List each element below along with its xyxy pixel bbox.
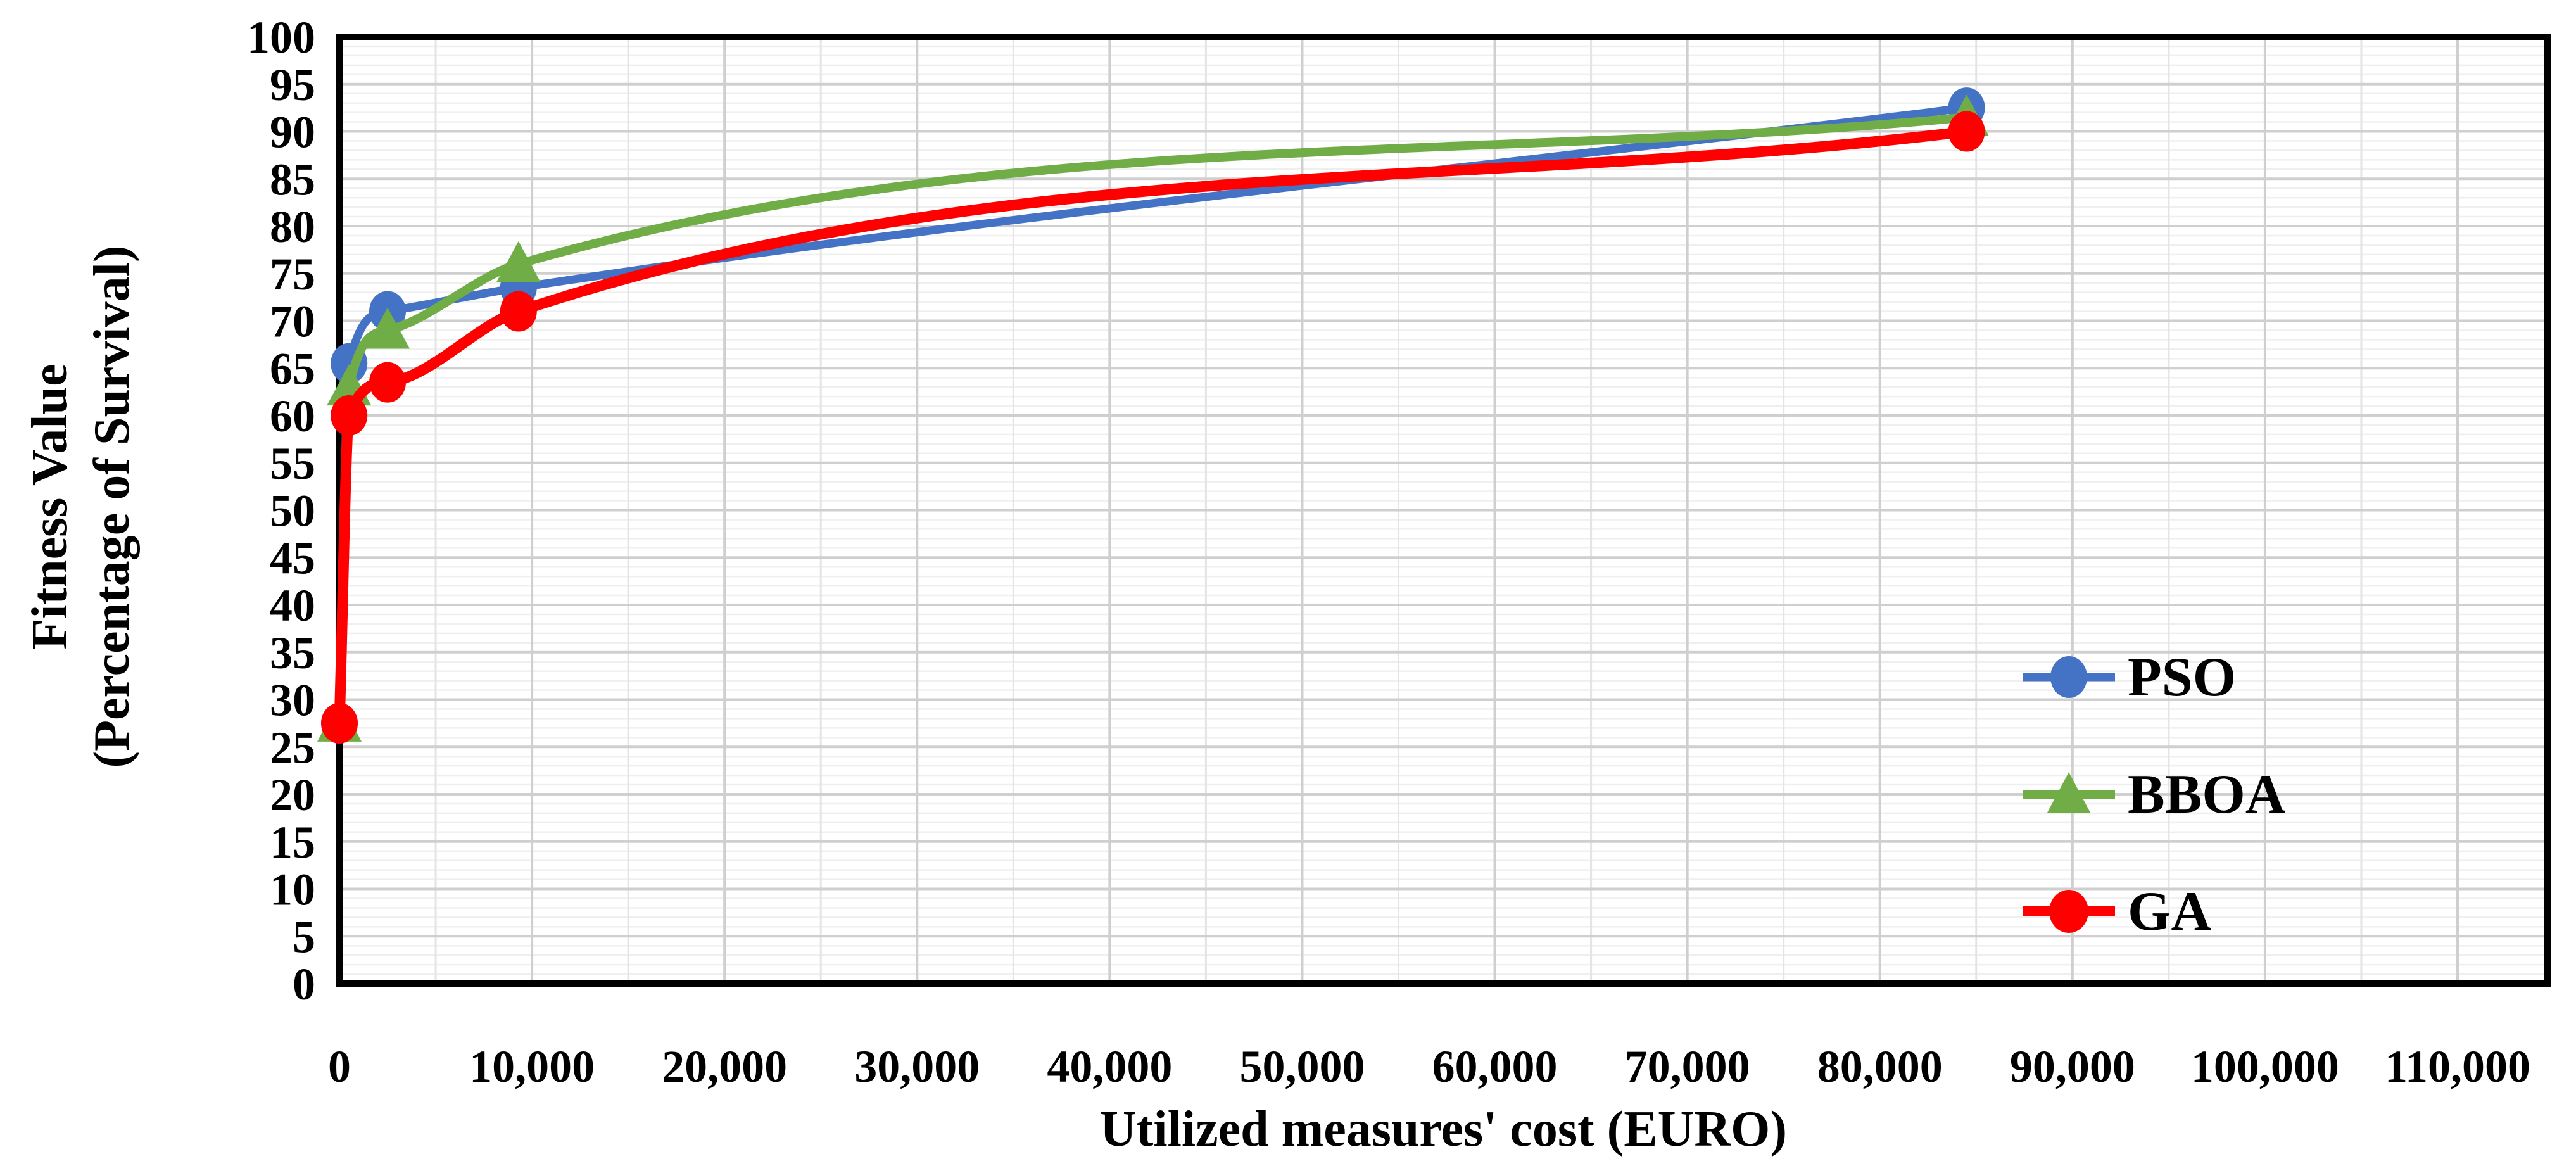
pso-legend-marker-icon [2050,656,2087,698]
legend-item-bboa: BBOA [2021,756,2285,833]
legend-item-pso: PSO [2021,638,2285,716]
ga-data-marker-icon [369,362,407,403]
y-tick-label: 5 [293,911,315,962]
x-axis-tick-labels: 0 10,000 20,000 30,000 40,000 50,000 60,000 70,… [328,1041,2530,1092]
x-tick-label: 60,000 [1432,1041,1558,1092]
ga-data-marker-icon [321,702,358,744]
y-axis-title: Fitness Value (Percentage of Survival) [19,246,143,768]
x-tick-label: 50,000 [1239,1041,1365,1092]
x-tick-label: 70,000 [1625,1041,1750,1092]
y-tick-label: 15 [270,817,315,868]
x-tick-label: 20,000 [662,1041,787,1092]
legend: PSO BBOA GA [2021,638,2285,950]
y-tick-label: 80 [270,201,315,252]
x-tick-label: 40,000 [1047,1041,1172,1092]
bboa-data-marker-icon [496,241,541,282]
x-tick-label: 30,000 [854,1041,980,1092]
y-tick-label: 50 [270,486,315,536]
y-axis-title-line2: (Percentage of Survival) [84,245,140,768]
bboa-line-triangle-swatch-icon [2023,772,2115,813]
y-tick-label: 65 [270,343,315,394]
y-tick-label: 95 [270,60,315,110]
bboa-legend-marker-icon [2047,772,2090,813]
ga-data-marker-icon [500,291,537,332]
x-tick-label: 0 [328,1041,351,1092]
y-tick-label: 45 [270,533,315,583]
y-axis-tick-labels: 0510152025303540455055606570758085909510… [247,12,315,1010]
pso-line-circle-swatch-icon [2023,656,2115,698]
y-tick-label: 85 [270,154,315,205]
y-tick-label: 90 [270,107,315,158]
legend-label-bboa: BBOA [2128,763,2286,825]
ga-series-line [334,126,1973,729]
series-layer [317,87,1989,744]
y-tick-label: 75 [270,249,315,300]
x-tick-label: 80,000 [1817,1041,1943,1092]
ga-data-marker-icon [331,395,368,436]
y-tick-label: 25 [270,722,315,773]
y-tick-label: 30 [270,675,315,726]
y-tick-label: 60 [270,391,315,441]
y-tick-label: 35 [270,628,315,678]
legend-label-pso: PSO [2128,646,2237,708]
x-axis-title: Utilized measures' cost (EURO) [1100,1101,1787,1157]
y-tick-label: 70 [270,296,315,347]
legend-label-ga: GA [2128,880,2211,942]
plot-border [336,34,2551,987]
bboa-series-line [335,113,1971,728]
y-tick-label: 10 [270,865,315,915]
y-tick-label: 20 [270,770,315,820]
bboa-data-marker-icon [365,307,410,349]
ga-line-circle-swatch-icon [2023,890,2115,933]
y-tick-label: 40 [270,580,315,631]
legend-item-ga: GA [2021,873,2285,950]
x-tick-label: 10,000 [469,1041,595,1092]
x-tick-label: 90,000 [2010,1041,2135,1092]
x-tick-label: 100,000 [2191,1041,2339,1092]
y-tick-label: 100 [247,12,315,63]
y-tick-label: 0 [293,959,315,1010]
ga-data-marker-icon [1948,111,1985,152]
x-tick-label: 110,000 [2385,1041,2530,1092]
major-gridlines [339,37,2548,984]
y-axis-title-line1: Fitness Value [22,364,78,650]
y-tick-label: 55 [270,438,315,489]
ga-legend-marker-icon [2049,890,2088,933]
